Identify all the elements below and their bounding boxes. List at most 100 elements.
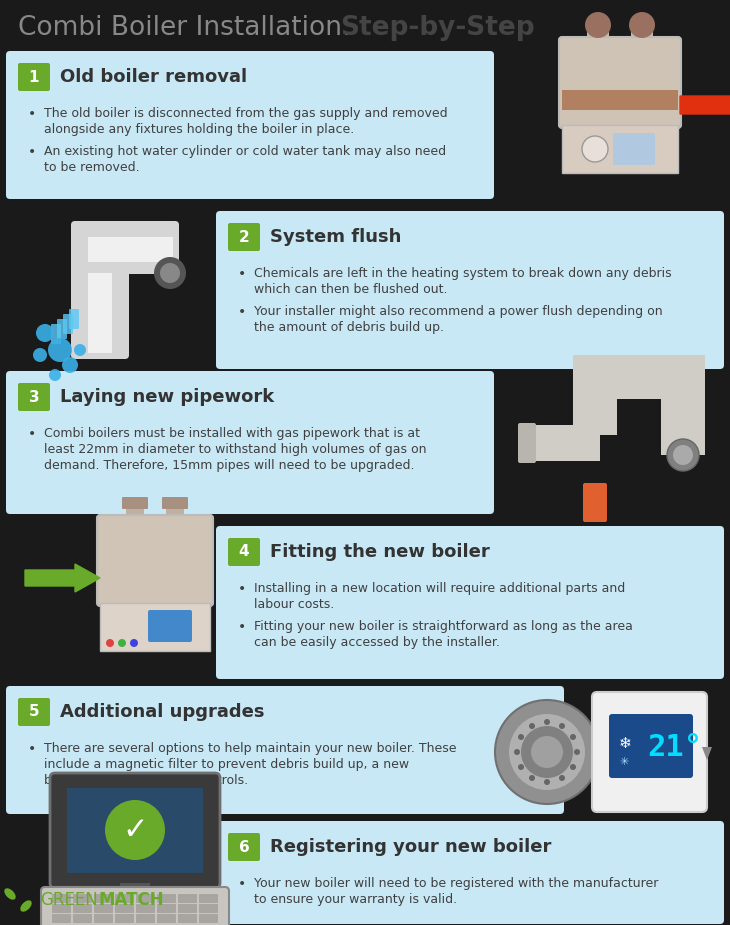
Text: Old boiler removal: Old boiler removal xyxy=(60,68,247,86)
Text: •: • xyxy=(28,107,36,121)
Circle shape xyxy=(105,800,165,860)
FancyBboxPatch shape xyxy=(228,538,260,566)
FancyBboxPatch shape xyxy=(136,894,155,903)
FancyBboxPatch shape xyxy=(178,894,197,903)
Text: ✓: ✓ xyxy=(122,816,147,845)
FancyBboxPatch shape xyxy=(73,904,92,913)
FancyBboxPatch shape xyxy=(631,25,653,80)
FancyBboxPatch shape xyxy=(162,497,188,509)
Text: which can then be flushed out.: which can then be flushed out. xyxy=(254,283,447,296)
Circle shape xyxy=(509,714,585,790)
FancyBboxPatch shape xyxy=(178,904,197,913)
FancyBboxPatch shape xyxy=(52,914,71,923)
FancyBboxPatch shape xyxy=(216,821,724,924)
Text: Step-by-Step: Step-by-Step xyxy=(340,15,534,41)
Text: •: • xyxy=(28,427,36,441)
FancyBboxPatch shape xyxy=(199,894,218,903)
FancyBboxPatch shape xyxy=(52,904,71,913)
FancyBboxPatch shape xyxy=(126,503,144,551)
Text: to be removed.: to be removed. xyxy=(44,161,139,174)
Text: 1: 1 xyxy=(28,69,39,84)
FancyBboxPatch shape xyxy=(587,25,609,80)
Circle shape xyxy=(514,749,520,755)
FancyBboxPatch shape xyxy=(157,904,176,913)
Text: •: • xyxy=(28,742,36,756)
FancyBboxPatch shape xyxy=(71,261,129,359)
Text: demand. Therefore, 15mm pipes will need to be upgraded.: demand. Therefore, 15mm pipes will need … xyxy=(44,459,415,472)
FancyBboxPatch shape xyxy=(18,698,50,726)
Text: An existing hot water cylinder or cold water tank may also need: An existing hot water cylinder or cold w… xyxy=(44,145,446,158)
Text: 2: 2 xyxy=(239,229,250,244)
Circle shape xyxy=(521,726,573,778)
Text: System flush: System flush xyxy=(270,228,402,246)
FancyBboxPatch shape xyxy=(73,894,92,903)
Text: Additional upgrades: Additional upgrades xyxy=(60,703,264,721)
FancyBboxPatch shape xyxy=(199,904,218,913)
FancyBboxPatch shape xyxy=(583,483,607,522)
Text: the amount of debris build up.: the amount of debris build up. xyxy=(254,321,444,334)
FancyBboxPatch shape xyxy=(115,904,134,913)
FancyBboxPatch shape xyxy=(166,503,184,551)
Circle shape xyxy=(559,723,565,729)
Text: labour costs.: labour costs. xyxy=(254,598,334,611)
Text: Your new boiler will need to be registered with the manufacturer: Your new boiler will need to be register… xyxy=(254,877,658,890)
FancyBboxPatch shape xyxy=(94,914,113,923)
Text: 4: 4 xyxy=(239,545,250,560)
Circle shape xyxy=(48,338,72,362)
FancyBboxPatch shape xyxy=(88,237,173,262)
FancyBboxPatch shape xyxy=(51,324,61,344)
Circle shape xyxy=(570,734,576,740)
FancyBboxPatch shape xyxy=(157,914,176,923)
Circle shape xyxy=(585,12,611,38)
FancyBboxPatch shape xyxy=(216,211,724,369)
FancyBboxPatch shape xyxy=(71,221,179,274)
Ellipse shape xyxy=(20,900,31,912)
Text: MATCH: MATCH xyxy=(98,891,164,909)
Circle shape xyxy=(130,639,138,647)
Circle shape xyxy=(74,344,86,356)
Circle shape xyxy=(49,369,61,381)
Circle shape xyxy=(629,12,655,38)
Text: 6: 6 xyxy=(239,840,250,855)
FancyBboxPatch shape xyxy=(18,63,50,91)
FancyBboxPatch shape xyxy=(50,773,220,888)
Circle shape xyxy=(582,136,608,162)
FancyBboxPatch shape xyxy=(178,914,197,923)
Text: Laying new pipework: Laying new pipework xyxy=(60,388,274,406)
Circle shape xyxy=(33,348,47,362)
FancyBboxPatch shape xyxy=(609,714,693,778)
Circle shape xyxy=(160,263,180,283)
FancyBboxPatch shape xyxy=(6,51,494,199)
FancyBboxPatch shape xyxy=(573,355,683,399)
FancyBboxPatch shape xyxy=(6,686,564,814)
FancyBboxPatch shape xyxy=(115,914,134,923)
Circle shape xyxy=(518,764,524,770)
Ellipse shape xyxy=(4,888,16,900)
Circle shape xyxy=(574,749,580,755)
Circle shape xyxy=(673,445,693,465)
FancyBboxPatch shape xyxy=(67,788,203,873)
FancyBboxPatch shape xyxy=(69,309,79,329)
FancyBboxPatch shape xyxy=(73,914,92,923)
Text: 5: 5 xyxy=(28,705,39,720)
FancyBboxPatch shape xyxy=(573,355,617,435)
FancyBboxPatch shape xyxy=(41,887,229,925)
Text: Registering your new boiler: Registering your new boiler xyxy=(270,838,551,856)
Text: Installing in a new location will require additional parts and: Installing in a new location will requir… xyxy=(254,582,626,595)
FancyArrow shape xyxy=(25,564,100,592)
Text: There are several options to help maintain your new boiler. These: There are several options to help mainta… xyxy=(44,742,456,755)
FancyBboxPatch shape xyxy=(88,273,112,353)
Polygon shape xyxy=(702,747,712,760)
Text: least 22mm in diameter to withstand high volumes of gas on: least 22mm in diameter to withstand high… xyxy=(44,443,426,456)
Text: •: • xyxy=(238,305,246,319)
FancyBboxPatch shape xyxy=(100,603,210,651)
Text: ✳: ✳ xyxy=(619,757,629,767)
FancyBboxPatch shape xyxy=(613,133,655,165)
Text: Chemicals are left in the heating system to break down any debris: Chemicals are left in the heating system… xyxy=(254,267,672,280)
Circle shape xyxy=(36,324,54,342)
Circle shape xyxy=(118,639,126,647)
Circle shape xyxy=(518,734,524,740)
FancyBboxPatch shape xyxy=(18,383,50,411)
Text: ❄: ❄ xyxy=(619,736,631,751)
Circle shape xyxy=(529,723,535,729)
